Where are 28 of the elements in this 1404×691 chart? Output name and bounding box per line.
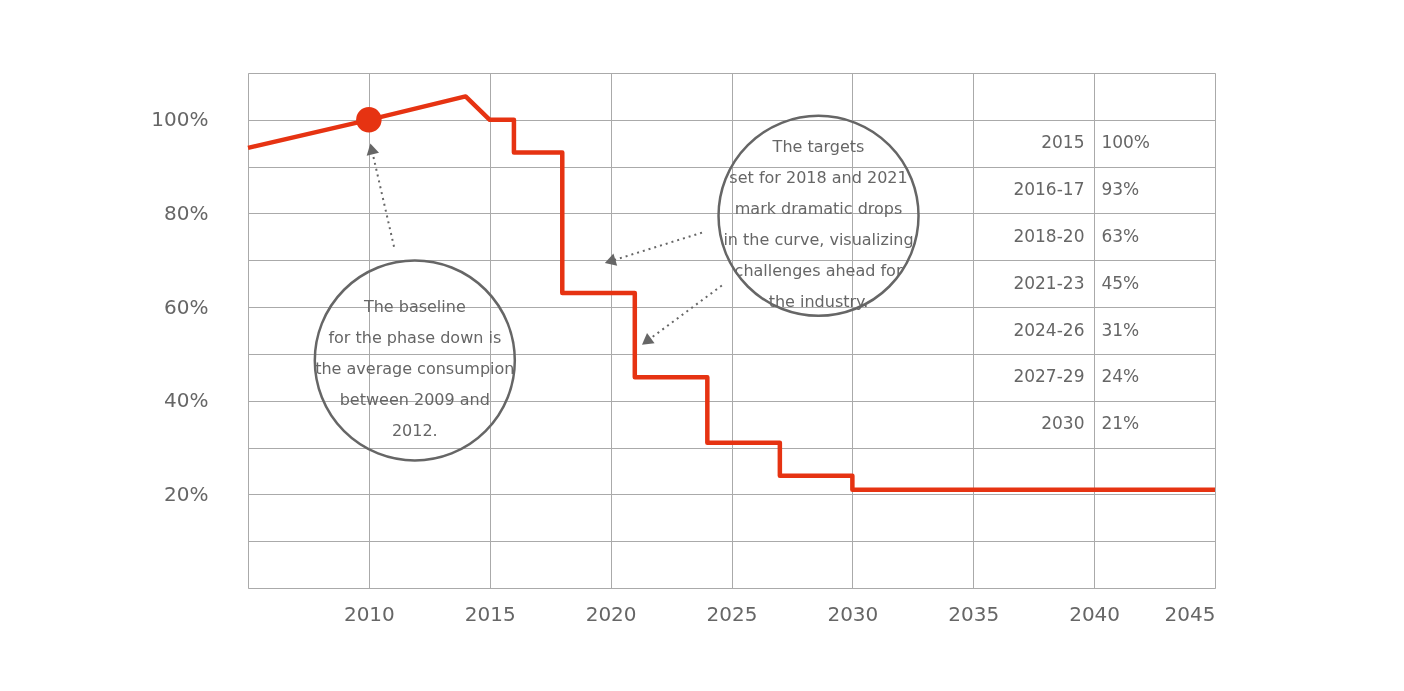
annotation: 31%	[1101, 319, 1140, 340]
line-series	[245, 94, 1218, 492]
annotation: 2027-29	[1013, 366, 1085, 387]
x-tick-label: 2020	[585, 601, 637, 626]
annotation: 93%	[1101, 179, 1140, 200]
x-tick-label: 2040	[1069, 601, 1121, 626]
annotation: 2016-17	[1013, 179, 1085, 200]
x-tick-label: 2035	[948, 601, 1000, 626]
x-tick-label: 2025	[706, 601, 758, 626]
annotation: 100%	[1101, 132, 1150, 153]
annotation: 45%	[1101, 272, 1140, 293]
y-tick-label: 100%	[151, 107, 209, 132]
y-tick-label: 80%	[164, 200, 209, 225]
y-tick-label: 60%	[164, 294, 209, 319]
annotation: 2015	[1041, 132, 1085, 153]
annotation: 2018-20	[1013, 225, 1085, 246]
x-tick-label: 2030	[827, 601, 879, 626]
annotation: 2024-26	[1013, 319, 1085, 340]
annotation: 63%	[1101, 225, 1140, 246]
x-tick-label: 2010	[343, 601, 395, 626]
y-tick-label: 20%	[164, 481, 209, 506]
annotation: 24%	[1101, 366, 1140, 387]
annotation: 2021-23	[1013, 272, 1085, 293]
x-tick-label: 2045	[1164, 601, 1216, 626]
y-tick-label: 40%	[164, 388, 209, 413]
annotation: 21%	[1101, 413, 1140, 434]
annotation: 2030	[1041, 413, 1085, 434]
x-tick-label: 2015	[464, 601, 516, 626]
